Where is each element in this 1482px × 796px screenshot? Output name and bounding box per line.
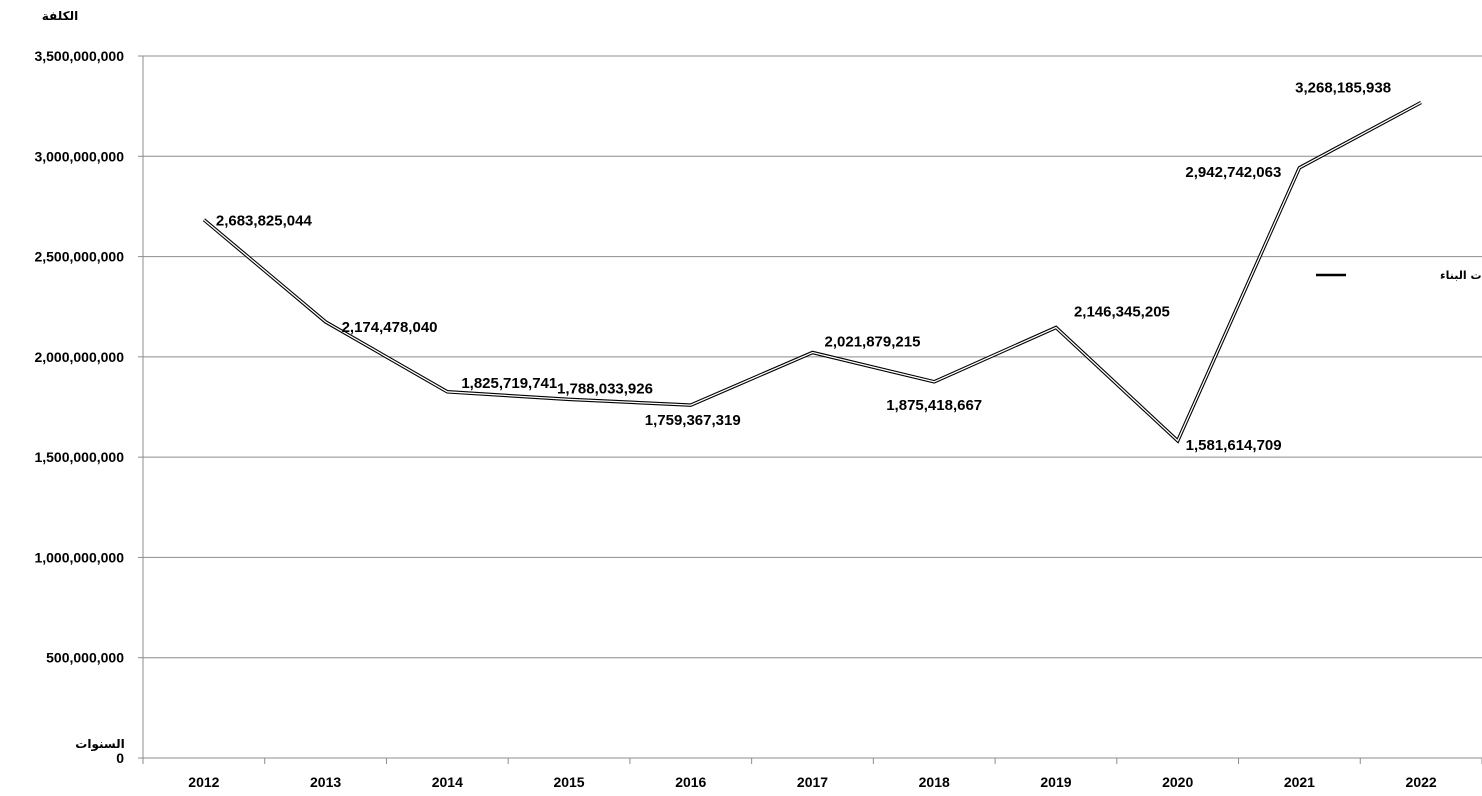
data-label: 2,146,345,205 xyxy=(1074,304,1170,321)
x-tick-label: 2012 xyxy=(188,774,219,790)
y-tick-label: 1,000,000,000 xyxy=(34,549,124,565)
data-label: 1,825,719,741 xyxy=(461,375,557,392)
gridlines xyxy=(143,55,1482,659)
y-axis-ticks: 0 500,000,000 1,000,000,000 1,500,000,000 2,… xyxy=(34,48,143,766)
x-tick-label: 2021 xyxy=(1284,774,1315,790)
x-tick-label: 2014 xyxy=(432,774,463,790)
y-tick-label: 0 xyxy=(116,750,124,766)
series-lines xyxy=(202,100,1422,444)
data-label: 2,942,742,063 xyxy=(1185,164,1281,181)
x-tick-label: 2022 xyxy=(1406,774,1437,790)
data-label: 1,788,033,926 xyxy=(557,380,653,397)
data-label: 3,268,185,938 xyxy=(1295,79,1391,96)
y-tick-label: 1,500,000,000 xyxy=(34,449,124,465)
legend-label: كلفة اجازات البناء xyxy=(1440,269,1482,282)
x-tick-label: 2016 xyxy=(675,774,706,790)
x-axis-ticks: 2012 2013 2014 2015 2016 2017 2018 2019 2020 2021… xyxy=(142,758,1482,790)
series-line-outer xyxy=(202,100,1422,444)
data-label: 2,174,478,040 xyxy=(342,319,438,336)
x-tick-label: 2018 xyxy=(919,774,950,790)
x-tick-label: 2013 xyxy=(310,774,341,790)
data-label: 2,021,879,215 xyxy=(825,333,921,350)
x-tick-label: 2017 xyxy=(797,774,828,790)
x-tick-label: 2019 xyxy=(1040,774,1071,790)
y-tick-label: 2,000,000,000 xyxy=(34,349,124,365)
data-label: 1,759,367,319 xyxy=(645,412,741,429)
series-line-inner xyxy=(203,101,1422,442)
y-tick-label: 2,500,000,000 xyxy=(34,249,124,265)
x-tick-label: 2020 xyxy=(1162,774,1193,790)
axes xyxy=(142,56,1482,759)
data-label: 1,875,418,667 xyxy=(886,397,982,414)
y-axis-title: الكلفة xyxy=(42,9,78,23)
y-tick-label: 3,500,000,000 xyxy=(34,48,124,64)
legend[interactable]: كلفة اجازات البناء xyxy=(1316,269,1482,282)
x-tick-label: 2015 xyxy=(553,774,584,790)
y-tick-label: 3,000,000,000 xyxy=(34,148,124,164)
x-axis-title: السنوات xyxy=(75,737,124,752)
data-label: 1,581,614,709 xyxy=(1186,437,1282,454)
y-tick-label: 500,000,000 xyxy=(46,650,124,666)
data-label: 2,683,825,044 xyxy=(216,213,313,230)
